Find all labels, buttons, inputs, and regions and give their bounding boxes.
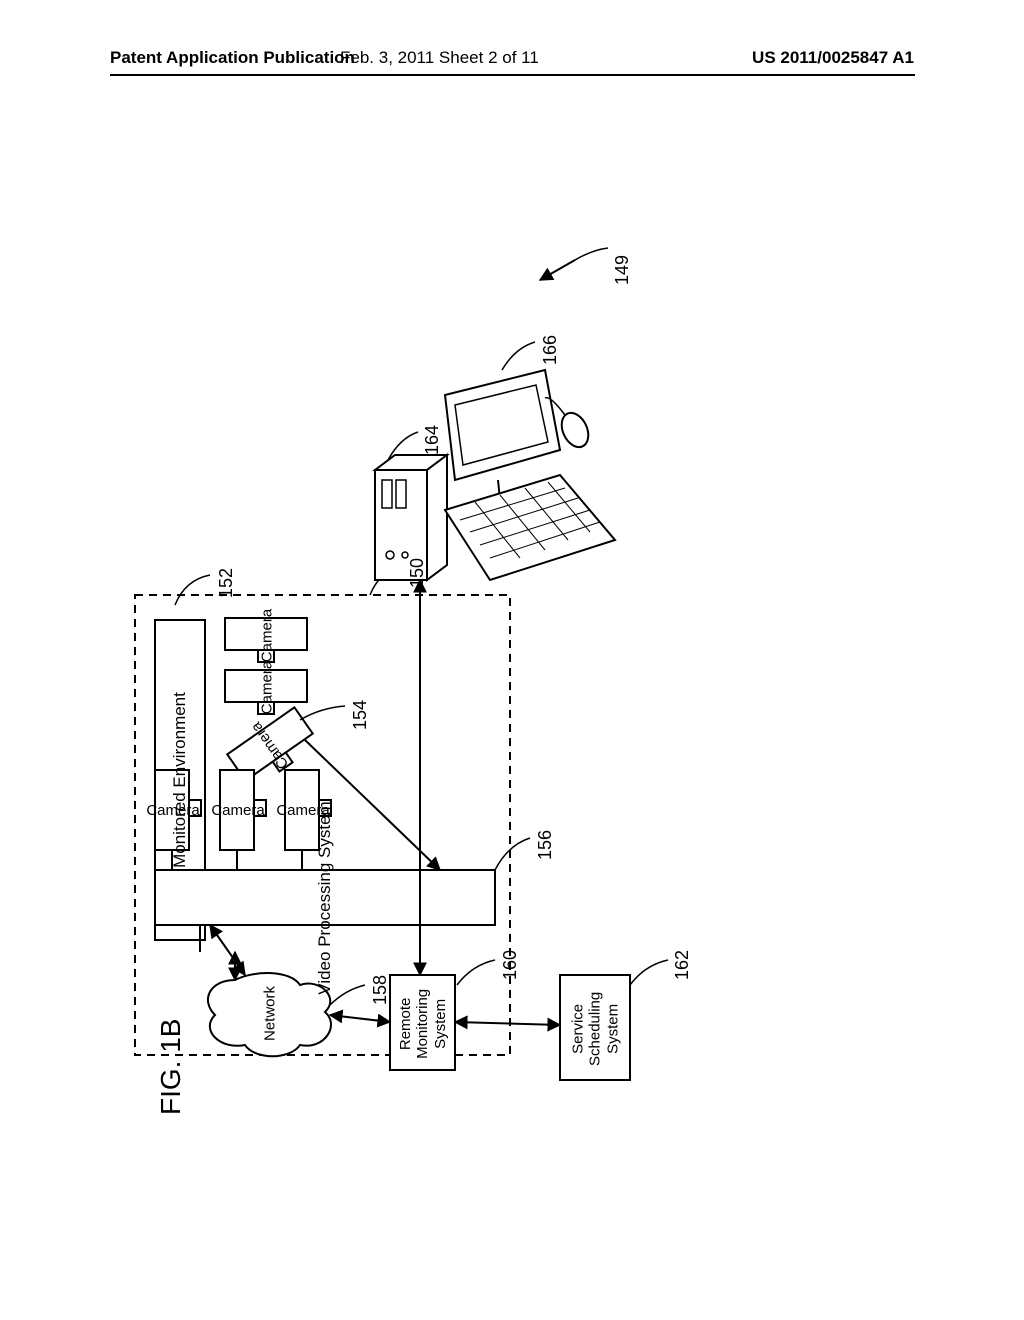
leader-162 [630,960,668,985]
camera-label-b2: Camera [203,802,273,819]
ref-162: 162 [672,950,693,980]
arrow-remote-service [455,1022,560,1025]
camera-label-b1: Camera [138,802,208,819]
arrow-network-remote [330,1015,390,1022]
leader-152 [175,575,210,605]
ref-154: 154 [350,700,371,730]
ref-160: 160 [500,950,521,980]
ref-166: 166 [540,335,561,365]
leader-166 [502,342,535,370]
leader-156 [495,838,530,870]
camera-label-t2: Camera [259,653,276,723]
ref-158: 158 [370,975,391,1005]
figure-label: FIG. 1B [155,1019,187,1115]
remote-label: Remote Monitoring System [397,979,449,1069]
vps-label: Video Processing System [315,798,335,998]
network-label: Network [262,979,279,1049]
leader-149 [540,260,575,280]
leader-154 [300,706,345,720]
ref-156: 156 [535,830,556,860]
leader-158 [330,985,365,1005]
ref-150: 150 [407,558,428,588]
ref-149: 149 [612,255,633,285]
keyboard-icon [445,475,615,580]
leader-160 [457,960,495,985]
service-label: Service Scheduling System [570,981,622,1076]
monitored-env-label: Monitored Environment [170,670,190,890]
ref-164: 164 [422,425,443,455]
diagram-svg [0,0,1024,1320]
ref-152: 152 [216,568,237,598]
